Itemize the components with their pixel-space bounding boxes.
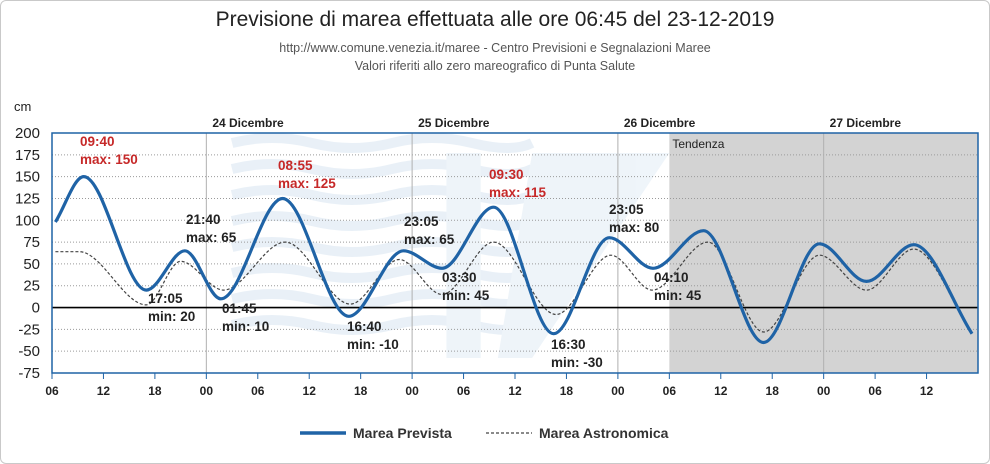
- watermark-wave: [230, 315, 535, 335]
- y-tick-label: 100: [15, 212, 40, 229]
- annotation-value: max: 80: [609, 220, 659, 235]
- annotation-value: max: 65: [404, 232, 455, 247]
- annotation-value: max: 125: [278, 176, 336, 191]
- annotation-time: 16:30: [551, 337, 586, 352]
- annotation-time: 08:55: [278, 158, 313, 173]
- watermark-slash: [497, 153, 670, 358]
- x-tick-label: 18: [560, 384, 574, 398]
- y-tick-label: 50: [23, 256, 40, 273]
- x-tick-label: 12: [303, 384, 317, 398]
- y-tick-label: -50: [18, 343, 40, 360]
- x-tick-label: 12: [920, 384, 934, 398]
- x-tick-label: 00: [817, 384, 831, 398]
- series-line-prevista: [54, 174, 974, 345]
- watermark-wave: [230, 263, 535, 283]
- annotation-time: 23:05: [609, 202, 644, 217]
- y-tick-label: -75: [18, 365, 40, 382]
- day-label: 27 Dicembre: [830, 116, 902, 130]
- trend-label: Tendenza: [672, 137, 724, 151]
- legend-label-prevista: Marea Prevista: [353, 425, 452, 441]
- y-tick-label: 0: [32, 300, 40, 317]
- annotation-time: 09:40: [80, 134, 115, 149]
- x-tick-label: 06: [251, 384, 265, 398]
- x-tick-label: 06: [868, 384, 882, 398]
- y-axis-label: cm: [14, 99, 31, 114]
- annotation-time: 01:45: [222, 301, 257, 316]
- annotation-value: max: 115: [489, 185, 547, 200]
- watermark-wave: [230, 185, 535, 205]
- watermark-wave: [230, 133, 535, 153]
- annotation-value: min: 20: [148, 309, 195, 324]
- annotation-value: min: -30: [551, 355, 603, 370]
- annotation-value: min: -10: [347, 337, 399, 352]
- annotation-time: 03:30: [442, 270, 477, 285]
- y-tick-label: 75: [23, 234, 40, 251]
- watermark-wave: [230, 237, 535, 257]
- x-tick-label: 18: [766, 384, 780, 398]
- series-line-astronomica: [55, 241, 973, 335]
- watermark-wave: [230, 211, 535, 231]
- annotation-value: min: 45: [442, 288, 490, 303]
- x-tick-label: 06: [45, 384, 59, 398]
- annotation-value: min: 45: [654, 288, 702, 303]
- day-label: 25 Dicembre: [418, 116, 490, 130]
- x-tick-label: 12: [714, 384, 728, 398]
- x-tick-label: 00: [611, 384, 625, 398]
- legend: Marea Prevista Marea Astronomica: [300, 425, 669, 441]
- day-label: 24 Dicembre: [212, 116, 284, 130]
- x-tick-label: 06: [663, 384, 677, 398]
- x-tick-label: 18: [148, 384, 162, 398]
- annotation-time: 17:05: [148, 291, 183, 306]
- chart-title: Previsione di marea effettuata alle ore …: [215, 8, 775, 31]
- y-tick-label: 200: [15, 125, 40, 142]
- watermark-wave: [230, 159, 535, 179]
- y-tick-label: 175: [15, 147, 40, 164]
- legend-label-astronomica: Marea Astronomica: [539, 425, 669, 441]
- annotation-time: 04:10: [654, 270, 689, 285]
- watermark-bar: [446, 153, 481, 358]
- x-tick-label: 12: [97, 384, 111, 398]
- annotation-value: max: 65: [186, 230, 237, 245]
- y-tick-label: 25: [23, 278, 40, 295]
- annotation-value: min: 10: [222, 319, 269, 334]
- annotation-time: 16:40: [347, 319, 382, 334]
- y-tick-label: -25: [18, 321, 40, 338]
- annotation-value: max: 150: [80, 152, 138, 167]
- annotation-time: 23:05: [404, 214, 439, 229]
- day-label: 26 Dicembre: [624, 116, 696, 130]
- x-tick-label: 00: [200, 384, 214, 398]
- annotation-time: 09:30: [489, 167, 524, 182]
- y-tick-label: 125: [15, 190, 40, 207]
- x-tick-label: 18: [354, 384, 368, 398]
- x-tick-label: 00: [405, 384, 419, 398]
- watermark-wave: [230, 289, 535, 309]
- chart-note: Valori riferiti allo zero mareografico d…: [354, 59, 636, 73]
- x-tick-label: 06: [457, 384, 471, 398]
- chart-source: http://www.comune.venezia.it/maree - Cen…: [279, 41, 711, 55]
- annotation-time: 21:40: [186, 212, 221, 227]
- x-tick-label: 12: [508, 384, 522, 398]
- y-tick-label: 150: [15, 169, 40, 186]
